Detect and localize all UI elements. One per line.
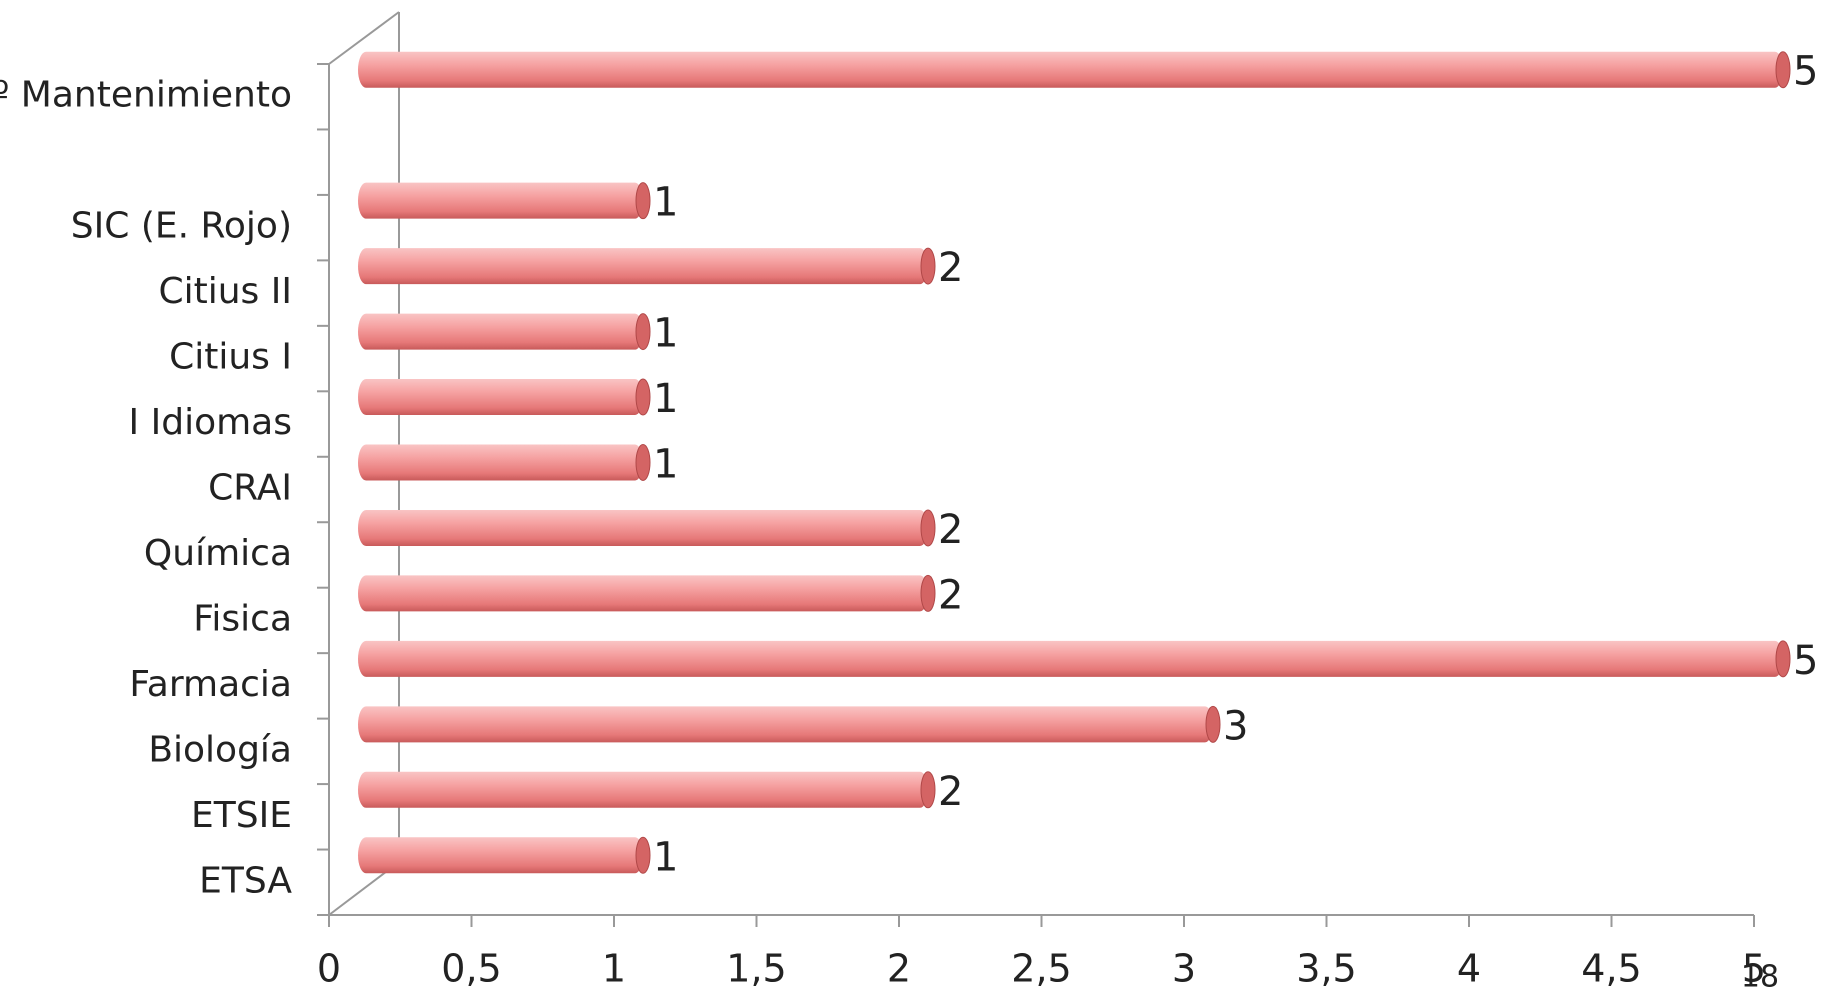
x-tick-label: 1 xyxy=(602,947,626,991)
value-label: 2 xyxy=(938,245,963,291)
bar xyxy=(358,706,1213,743)
x-tick-label: 0 xyxy=(317,947,341,991)
bar-cap xyxy=(635,378,651,416)
bar xyxy=(358,837,643,874)
bar xyxy=(358,444,643,481)
x-tick-label: 4,5 xyxy=(1581,947,1641,991)
x-tick-label: 3 xyxy=(1172,947,1196,991)
bar-cap xyxy=(920,247,936,285)
x-tick-label: 2 xyxy=(887,947,911,991)
value-label: 5 xyxy=(1793,49,1818,95)
bar xyxy=(358,640,1783,677)
category-label: ETSA xyxy=(199,860,292,901)
x-tick-label: 5 xyxy=(1742,947,1766,991)
x-tick-label: 3,5 xyxy=(1296,947,1356,991)
bar xyxy=(358,313,643,350)
value-label: 1 xyxy=(653,180,678,226)
category-label: Citius II xyxy=(158,271,292,312)
bar-cap xyxy=(1205,705,1221,743)
bar-cap xyxy=(1775,640,1791,678)
bar xyxy=(358,771,928,808)
category-label: CRAI xyxy=(208,468,292,509)
value-label: 1 xyxy=(653,376,678,422)
x-tick-label: 0,5 xyxy=(441,947,501,991)
bar-cap xyxy=(635,182,651,220)
category-label: Fisica xyxy=(193,598,292,639)
x-tick-label: 4 xyxy=(1457,947,1481,991)
value-label: 1 xyxy=(653,834,678,880)
category-label: Farmacia xyxy=(129,664,292,705)
bar xyxy=(358,182,643,219)
bar-cap xyxy=(635,836,651,874)
bar-cap xyxy=(920,771,936,809)
value-label: 2 xyxy=(938,769,963,815)
bar-cap xyxy=(920,509,936,547)
bar xyxy=(358,509,928,546)
x-tick-label: 2,5 xyxy=(1011,947,1071,991)
category-label: Citius I xyxy=(169,337,292,378)
category-label: Química xyxy=(144,533,292,574)
category-label: ETSIE xyxy=(191,795,292,836)
bar-cap xyxy=(920,574,936,612)
value-label: 1 xyxy=(653,442,678,488)
value-label: 1 xyxy=(653,311,678,357)
page-number: 18 xyxy=(1741,960,1779,993)
bar-cap xyxy=(635,444,651,481)
value-label: 2 xyxy=(938,507,963,553)
bar xyxy=(358,51,1783,88)
bar xyxy=(358,575,928,612)
value-label: 5 xyxy=(1793,638,1818,684)
category-label: SIC (E. Rojo) xyxy=(71,206,292,247)
bar xyxy=(358,248,928,285)
x-tick-label: 1,5 xyxy=(726,947,786,991)
bar xyxy=(358,379,643,416)
value-label: 2 xyxy=(938,572,963,618)
value-label: 3 xyxy=(1223,703,1248,749)
category-label: I Idiomas xyxy=(129,402,292,443)
bar-cap xyxy=(1775,51,1791,89)
bar-cap xyxy=(635,313,651,351)
category-label: Biología xyxy=(148,729,292,770)
category-label: Sº Mantenimiento xyxy=(0,75,292,116)
